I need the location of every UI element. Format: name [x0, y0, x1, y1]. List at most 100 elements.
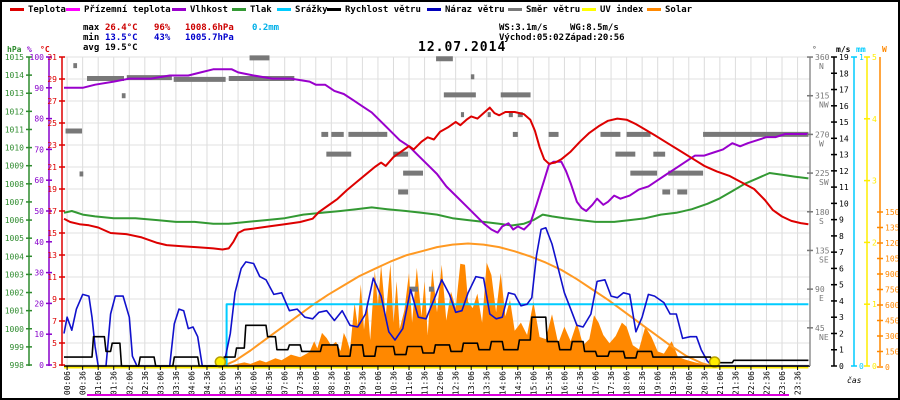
svg-text:21:36: 21:36 [731, 371, 740, 395]
svg-text:1014: 1014 [5, 71, 24, 80]
svg-text:S: S [819, 217, 824, 226]
svg-text:%: % [27, 45, 32, 54]
wind-speed-max: WS:3.1m/s [499, 23, 548, 33]
svg-text:17:36: 17:36 [607, 371, 616, 395]
svg-text:0: 0 [859, 362, 864, 371]
svg-text:3: 3 [872, 177, 877, 186]
min-label: min [83, 33, 100, 43]
axis-right-mm: mm 0 1 [851, 45, 866, 371]
svg-text:18: 18 [839, 69, 849, 78]
legend-swatch [582, 7, 596, 11]
legend-item-8: Směr větru [508, 5, 580, 17]
svg-text:01:06: 01:06 [94, 371, 103, 395]
svg-text:18:36: 18:36 [638, 371, 647, 395]
svg-text:70: 70 [34, 145, 44, 154]
svg-text:mm: mm [856, 45, 866, 54]
svg-text:02:36: 02:36 [141, 371, 150, 395]
svg-text:09:06: 09:06 [343, 371, 352, 395]
svg-text:00:36: 00:36 [79, 371, 88, 395]
svg-text:29: 29 [47, 75, 57, 84]
svg-text:18:06: 18:06 [623, 371, 632, 395]
axis-hPa: hPa 998 999 1000 1001 1002 1003 1004 1005 1006 100… [5, 45, 32, 370]
svg-text:05:06: 05:06 [219, 371, 228, 395]
legend-item-9: UV index [582, 5, 643, 17]
x-axis-title: čas [847, 375, 862, 385]
svg-text:23: 23 [47, 141, 57, 150]
svg-text:06:06: 06:06 [250, 371, 259, 395]
svg-text:31: 31 [47, 53, 57, 62]
svg-text:1013: 1013 [5, 89, 24, 98]
svg-text:10: 10 [34, 330, 44, 339]
legend-swatch [232, 7, 246, 11]
svg-text:22:36: 22:36 [762, 371, 771, 395]
svg-text:5: 5 [872, 53, 877, 62]
solar-area [225, 262, 714, 367]
legend-item-4: Tlak [232, 5, 272, 17]
sunset-marker [708, 356, 721, 368]
legend-label: Přízemní teplota [84, 5, 171, 15]
svg-text:°: ° [812, 45, 817, 54]
svg-text:08:36: 08:36 [327, 371, 336, 395]
svg-text:22:06: 22:06 [747, 371, 756, 395]
max-label: max [83, 23, 100, 33]
svg-text:9: 9 [839, 216, 844, 225]
axis-right-uv: 0 1 2 3 4 5 [864, 53, 877, 371]
svg-text:W: W [819, 139, 824, 148]
svg-text:135: 135 [815, 246, 830, 255]
svg-text:10: 10 [839, 199, 849, 208]
svg-text:15: 15 [47, 229, 57, 238]
legend: Teplota Přízemní teplota Vlhkost Tlak Srážky… [2, 5, 898, 19]
svg-text:3: 3 [52, 361, 57, 370]
svg-text:m/s: m/s [836, 45, 851, 54]
svg-text:16:36: 16:36 [576, 371, 585, 395]
rain-total: 0.2mm [252, 23, 280, 33]
svg-text:3: 3 [839, 313, 844, 322]
svg-text:1005: 1005 [5, 234, 24, 243]
svg-text:60: 60 [34, 176, 44, 185]
svg-text:1: 1 [872, 300, 877, 309]
sunset-time: Západ:20:56 [565, 33, 625, 43]
svg-text:14:36: 14:36 [514, 371, 523, 395]
svg-text:1350: 1350 [885, 224, 898, 233]
svg-text:1010: 1010 [5, 144, 24, 153]
svg-text:21: 21 [47, 163, 57, 172]
svg-text:1001: 1001 [5, 307, 24, 316]
n-raz-v-tru-line [63, 227, 809, 367]
svg-text:50: 50 [34, 207, 44, 216]
svg-text:13: 13 [47, 251, 57, 260]
tlak-line [63, 172, 809, 227]
svg-text:E: E [819, 294, 824, 303]
svg-text:19:36: 19:36 [669, 371, 678, 395]
svg-text:4: 4 [872, 115, 877, 124]
legend-item-2: Přízemní teplota [66, 5, 171, 17]
svg-text:4: 4 [839, 297, 844, 306]
wind-direction-dashes [65, 55, 809, 292]
svg-text:23:36: 23:36 [794, 371, 803, 395]
svg-text:999: 999 [10, 343, 25, 352]
svg-text:NW: NW [819, 101, 829, 110]
svg-text:1012: 1012 [5, 107, 24, 116]
svg-text:300: 300 [885, 332, 898, 341]
svg-text:11:36: 11:36 [421, 371, 430, 395]
svg-text:90: 90 [815, 285, 825, 294]
svg-text:1004: 1004 [5, 252, 24, 261]
svg-text:07:36: 07:36 [296, 371, 305, 395]
wind-gust-max: WG:8.5m/s [570, 23, 619, 33]
svg-text:°C: °C [40, 45, 50, 54]
legend-label: Směr větru [526, 5, 581, 15]
svg-text:1003: 1003 [5, 270, 24, 279]
legend-label: Rychlost větru [345, 5, 421, 15]
legend-label: Vlhkost [190, 5, 228, 15]
sunrise-marker [214, 356, 227, 368]
svg-text:14:06: 14:06 [498, 371, 507, 395]
svg-text:1: 1 [839, 346, 844, 355]
axis-pct: % 0 10 20 30 40 50 60 70 80 90 100 [27, 45, 52, 370]
svg-text:0: 0 [872, 362, 877, 371]
svg-text:12:36: 12:36 [452, 371, 461, 395]
svg-text:1011: 1011 [5, 125, 24, 134]
svg-text:14: 14 [839, 134, 849, 143]
avg-label: avg [83, 43, 100, 53]
